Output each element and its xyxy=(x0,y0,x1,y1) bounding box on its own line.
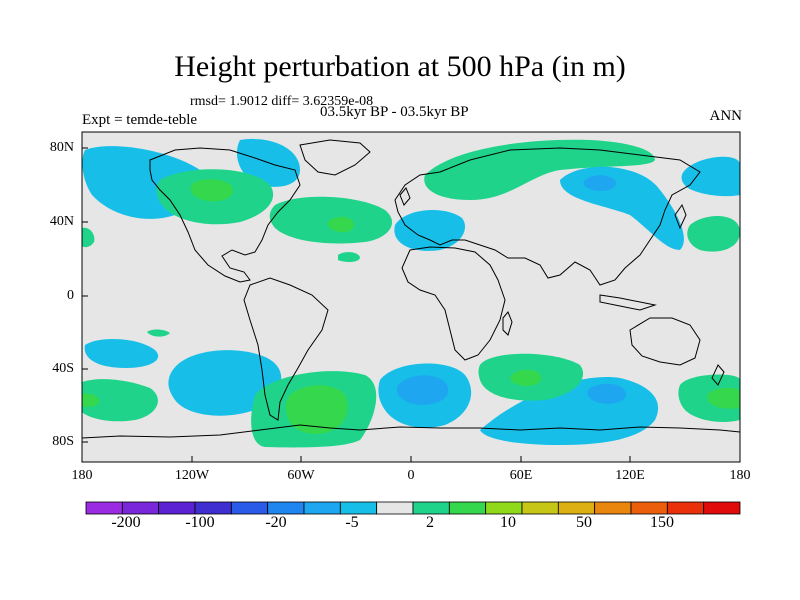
colorbar-swatch xyxy=(666,501,705,515)
coastline-australia xyxy=(629,317,701,366)
colorbar-swatch xyxy=(267,501,305,515)
season-label: ANN xyxy=(709,108,743,124)
colorbar-label-neg100: -100 xyxy=(185,514,215,531)
negative-anomaly-south-pacific-west xyxy=(84,338,159,368)
colorbar-swatch xyxy=(339,501,378,515)
colorbar-swatch xyxy=(121,501,160,515)
strong-positive-south-east xyxy=(707,387,740,409)
colorbar-swatch xyxy=(594,501,632,515)
strong-positive-atlantic xyxy=(327,216,355,233)
coastline-south-america xyxy=(243,277,329,421)
positive-anomaly-northwest-edge xyxy=(82,227,95,248)
colorbar-swatch xyxy=(412,501,450,515)
coastline-new-zealand xyxy=(711,364,725,386)
colorbar-swatch xyxy=(85,501,123,515)
colorbar xyxy=(85,501,741,515)
axis-ticks xyxy=(81,147,741,462)
experiment-label: Expt = temde-teble xyxy=(82,112,198,128)
lat-label-80n: 80N xyxy=(49,140,74,155)
strong-positive-south-africa xyxy=(510,369,541,386)
lat-label-80s: 80S xyxy=(52,434,74,449)
coastlines xyxy=(81,139,741,439)
lon-label-120e: 120E xyxy=(615,468,645,483)
colorbar-swatch xyxy=(194,501,232,515)
strong-positive-south-west xyxy=(82,393,100,407)
strong-negative-asia xyxy=(583,175,616,191)
negative-anomaly-europe xyxy=(394,209,466,251)
colorbar-label-neg20: -20 xyxy=(265,514,287,531)
stats-annotation: rmsd= 1.9012 diff= 3.62359e-08 xyxy=(190,94,374,109)
colorbar-swatch xyxy=(557,501,596,515)
colorbar-label-50: 50 xyxy=(576,514,592,531)
coastline-uk xyxy=(399,187,411,206)
anomaly-fields xyxy=(82,138,740,448)
colorbar-swatch xyxy=(521,501,559,515)
positive-anomaly-north-pacific xyxy=(687,215,740,252)
lat-label-40n: 40N xyxy=(49,214,74,229)
coastline-japan xyxy=(674,203,687,230)
colorbar-swatch xyxy=(485,501,523,515)
strong-positive-south-america xyxy=(286,385,348,434)
lon-label-180e: 180 xyxy=(729,468,751,483)
lon-label-60e: 60E xyxy=(509,468,533,483)
coastline-indonesia xyxy=(599,294,657,311)
coastline-eurasia xyxy=(394,147,701,286)
small-positive-atlantic xyxy=(338,252,360,263)
colorbar-label-10: 10 xyxy=(500,514,516,531)
colorbar-swatch xyxy=(303,501,341,515)
colorbar-label-2: 2 xyxy=(426,514,434,531)
colorbar-swatch xyxy=(448,501,487,515)
lon-label-60w: 60W xyxy=(287,468,315,483)
colorbar-label-neg200: -200 xyxy=(111,514,141,531)
coastline-north-america xyxy=(149,147,301,283)
map-title: Height perturbation at 500 hPa (in m) xyxy=(174,50,626,83)
strong-negative-indian-ocean xyxy=(587,383,626,404)
coastline-madagascar xyxy=(502,311,513,336)
colorbar-swatch xyxy=(376,501,414,515)
negative-anomaly-south-pacific xyxy=(168,350,282,416)
colorbar-label-neg5: -5 xyxy=(345,514,359,531)
period-annotation: 03.5kyr BP - 03.5kyr BP xyxy=(320,104,469,120)
positive-anomaly-south-west xyxy=(82,379,158,422)
colorbar-label-150: 150 xyxy=(650,514,674,531)
lon-label-0: 0 xyxy=(407,468,415,483)
small-positive-tropics xyxy=(147,329,170,337)
coastline-greenland xyxy=(299,139,371,176)
strong-positive-north-america xyxy=(190,179,234,202)
lon-label-180w: 180 xyxy=(71,468,93,483)
colorbar-swatch xyxy=(703,501,741,515)
coastline-antarctica xyxy=(81,424,741,439)
positive-anomaly-eurasia xyxy=(424,139,655,200)
coastline-africa xyxy=(401,246,506,361)
lon-label-120w: 120W xyxy=(174,468,210,483)
colorbar-swatch xyxy=(158,501,196,515)
negative-anomaly-north-pacific xyxy=(681,156,740,197)
colorbar-swatch xyxy=(630,501,668,515)
lat-label-40s: 40S xyxy=(52,361,74,376)
strong-negative-south-atlantic xyxy=(396,375,449,405)
colorbar-swatch xyxy=(230,501,269,515)
map-panel xyxy=(81,131,741,463)
lat-label-0: 0 xyxy=(67,288,74,303)
